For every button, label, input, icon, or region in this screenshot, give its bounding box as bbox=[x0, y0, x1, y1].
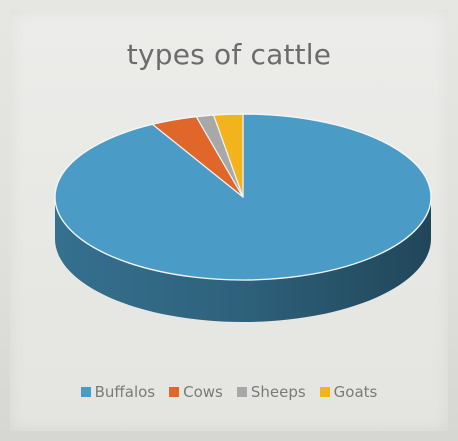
legend-item-cows: Cows bbox=[169, 383, 223, 401]
pie-slices bbox=[54, 113, 432, 281]
chart-title: types of cattle bbox=[126, 38, 332, 71]
pie-rim bbox=[54, 113, 432, 281]
legend-label-cows: Cows bbox=[183, 383, 223, 401]
legend-label-sheeps: Sheeps bbox=[250, 383, 306, 401]
legend-label-buffalos: Buffalos bbox=[94, 383, 156, 401]
legend: Buffalos Cows Sheeps Goats bbox=[0, 383, 458, 401]
legend-item-sheeps: Sheeps bbox=[236, 383, 306, 401]
legend-swatch-sheeps bbox=[236, 387, 247, 397]
pie-sides bbox=[55, 197, 431, 322]
legend-swatch-cows bbox=[169, 387, 180, 397]
legend-item-buffalos: Buffalos bbox=[80, 383, 156, 401]
pie-side-buffalos bbox=[55, 197, 431, 322]
legend-label-goats: Goats bbox=[333, 383, 378, 401]
pie-slice-goats bbox=[212, 113, 244, 198]
legend-swatch-goats bbox=[319, 387, 330, 397]
legend-swatch-buffalos bbox=[80, 387, 91, 397]
legend-item-goats: Goats bbox=[319, 383, 378, 401]
